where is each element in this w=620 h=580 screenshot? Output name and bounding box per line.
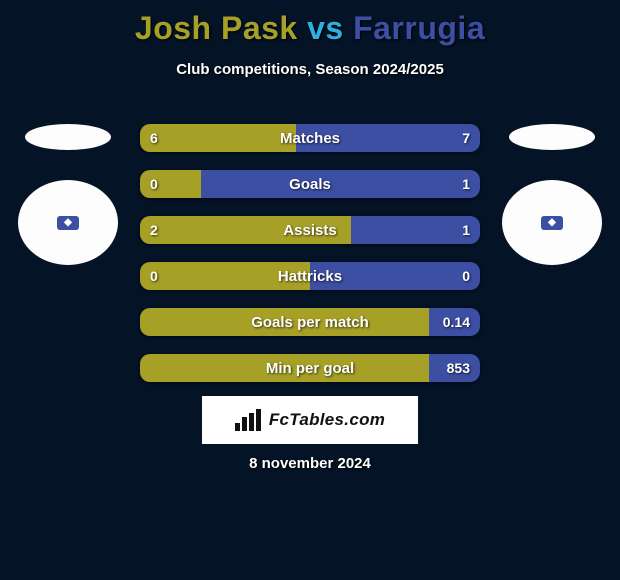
bar-fill-left — [140, 124, 296, 152]
snapshot-date: 8 november 2024 — [0, 455, 620, 472]
bar-fill-right — [351, 216, 480, 244]
stat-value-right: 853 — [447, 354, 470, 382]
subtitle: Club competitions, Season 2024/2025 — [0, 61, 620, 78]
bar-fill-left — [140, 308, 429, 336]
stat-value-left: 0 — [150, 170, 158, 198]
fctables-icon — [235, 409, 263, 431]
stat-row: Matches67 — [140, 124, 480, 152]
bar-fill-right — [296, 124, 480, 152]
left-badge: ◆ — [18, 180, 118, 265]
bar-fill-left — [140, 262, 310, 290]
right-badge-inner: ◆ — [541, 216, 563, 230]
stat-row: Assists21 — [140, 216, 480, 244]
stat-bars: Matches67Goals01Assists21Hattricks00Goal… — [140, 124, 480, 400]
left-column: ◆ — [18, 124, 118, 265]
fctables-branding[interactable]: FcTables.com — [202, 396, 418, 444]
fctables-label: FcTables.com — [269, 410, 385, 430]
bar-fill-left — [140, 216, 351, 244]
stat-row: Min per goal853 — [140, 354, 480, 382]
player2-name: Farrugia — [353, 10, 485, 46]
right-badge: ◆ — [502, 180, 602, 265]
stat-value-left: 2 — [150, 216, 158, 244]
player1-name: Josh Pask — [135, 10, 298, 46]
stat-row: Goals per match0.14 — [140, 308, 480, 336]
bar-fill-right — [310, 262, 480, 290]
bar-fill-right — [201, 170, 480, 198]
right-column: ◆ — [502, 124, 602, 265]
stat-row: Goals01 — [140, 170, 480, 198]
stat-value-right: 0 — [462, 262, 470, 290]
badge-icon: ◆ — [64, 217, 72, 228]
comparison-title: Josh Pask vs Farrugia — [0, 0, 620, 47]
stat-value-right: 7 — [462, 124, 470, 152]
left-oval — [25, 124, 111, 150]
bar-fill-left — [140, 354, 429, 382]
stat-value-right: 1 — [462, 170, 470, 198]
stat-value-right: 0.14 — [443, 308, 470, 336]
right-oval — [509, 124, 595, 150]
vs-text: vs — [307, 10, 344, 46]
badge-icon: ◆ — [548, 217, 556, 228]
left-badge-inner: ◆ — [57, 216, 79, 230]
stat-value-left: 0 — [150, 262, 158, 290]
stat-value-right: 1 — [462, 216, 470, 244]
stat-row: Hattricks00 — [140, 262, 480, 290]
stat-value-left: 6 — [150, 124, 158, 152]
